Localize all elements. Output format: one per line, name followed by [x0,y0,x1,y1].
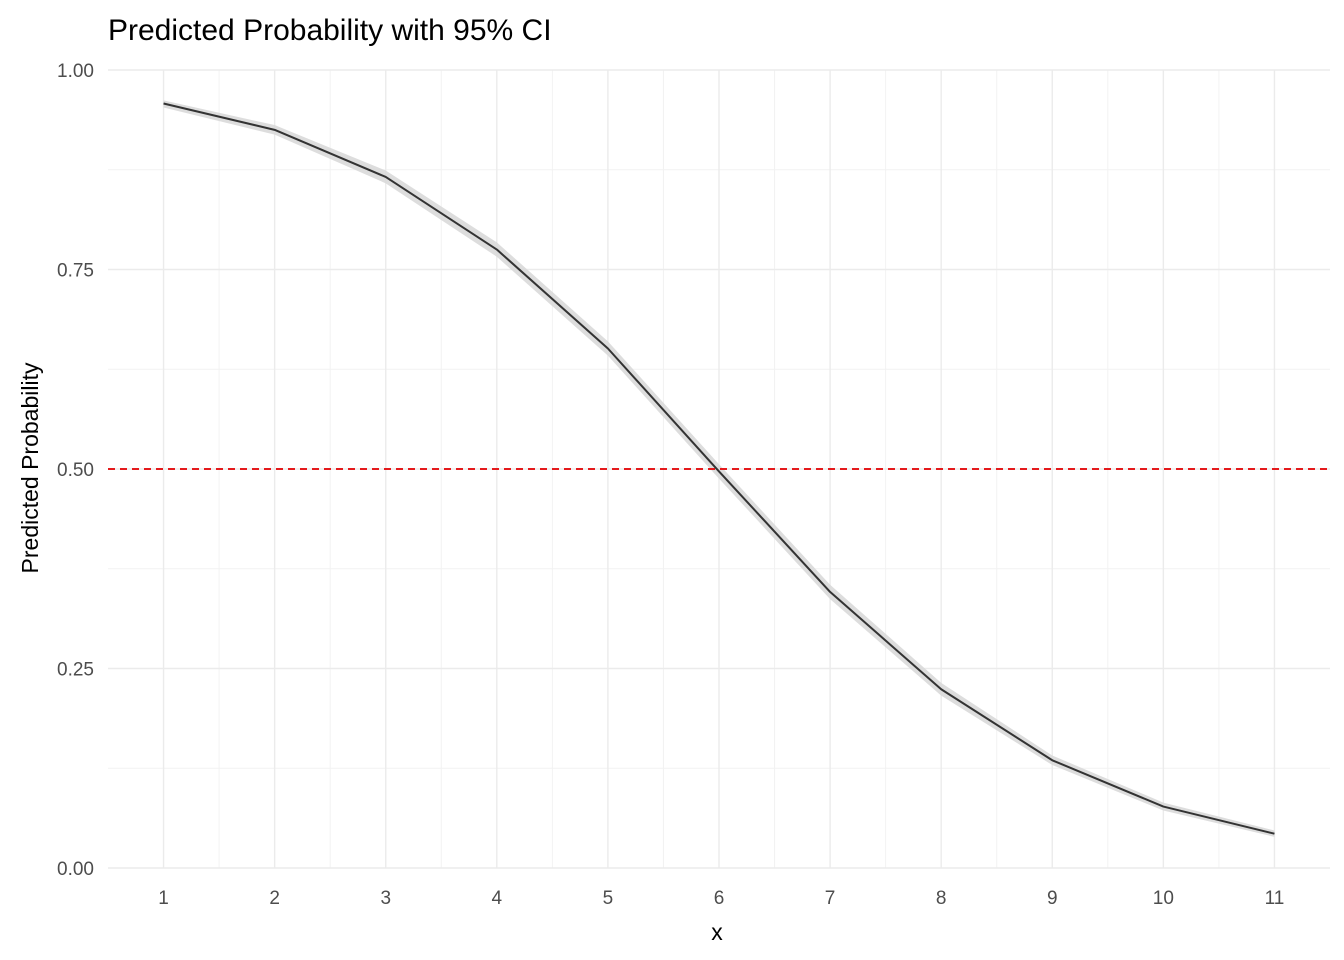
x-axis-ticks: 1 2 3 4 5 6 7 8 9 10 11 [158,888,1284,909]
confidence-band-layer [163,100,1275,837]
y-tick-label: 0.25 [57,660,94,681]
y-axis-title: Predicted Probability [17,362,43,573]
y-tick-label: 0.00 [57,859,94,880]
confidence-band [163,100,1275,837]
x-tick-label: 10 [1153,888,1174,909]
chart-title: Predicted Probability with 95% CI [108,14,552,47]
x-tick-label: 2 [269,888,280,909]
x-tick-label: 4 [492,888,503,909]
x-tick-label: 11 [1265,888,1285,909]
x-tick-label: 6 [714,888,725,909]
series-line-layer [163,102,1275,835]
x-tick-label: 3 [380,888,391,909]
y-tick-label: 1.00 [57,61,94,82]
y-axis-ticks: 0.00 0.25 0.50 0.75 1.00 [57,61,94,880]
x-tick-label: 9 [1047,888,1058,909]
x-axis-title: x [711,919,723,945]
x-tick-label: 7 [825,888,836,909]
y-tick-label: 0.75 [57,261,94,282]
x-tick-label: 1 [158,888,169,909]
x-tick-label: 5 [603,888,614,909]
y-tick-label: 0.50 [57,460,94,481]
x-tick-label: 8 [936,888,947,909]
series-line [163,102,1275,835]
